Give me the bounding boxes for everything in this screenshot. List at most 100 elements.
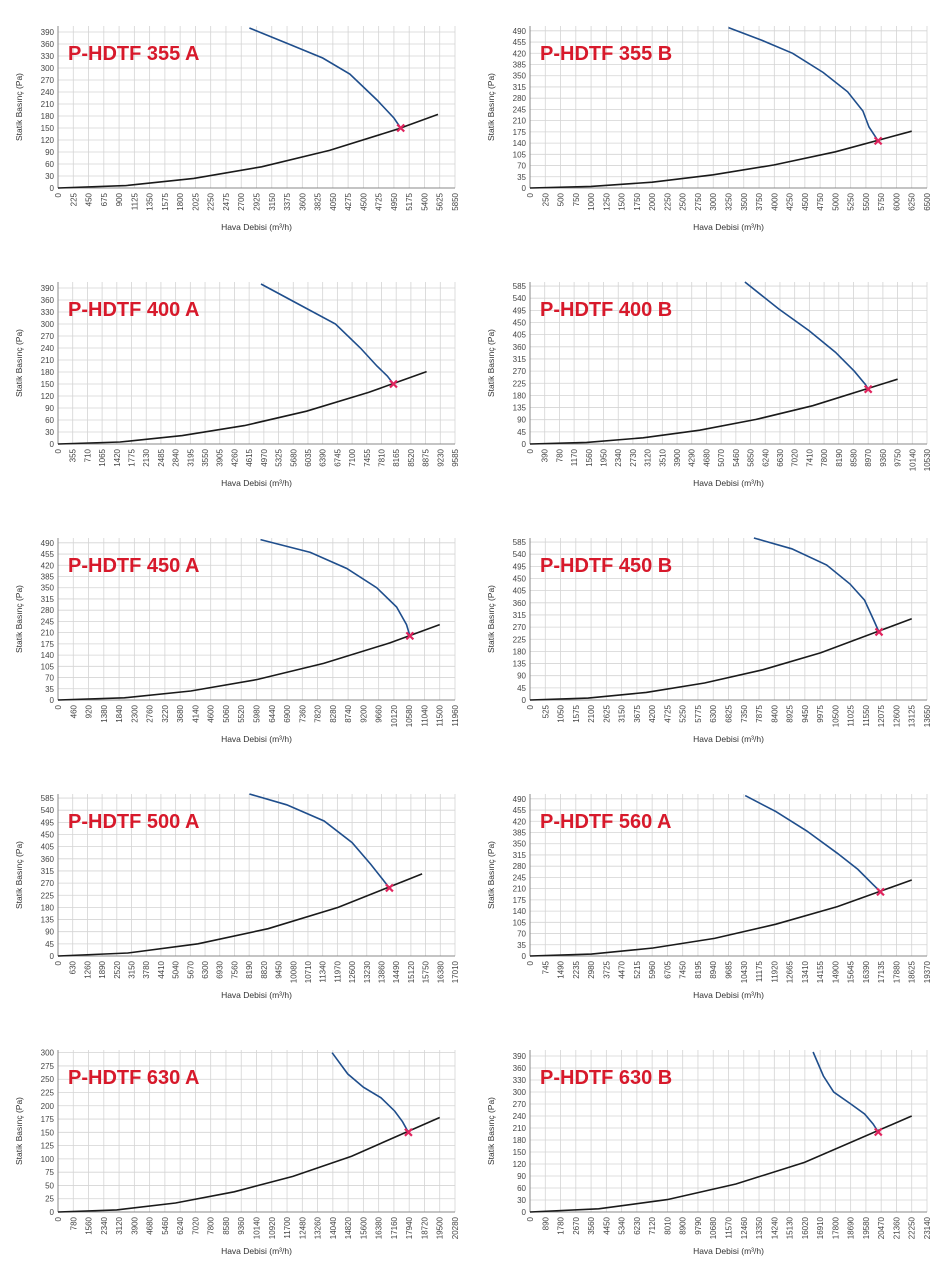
y-tick-label: 35 (517, 941, 526, 950)
x-tick-label: 14240 (770, 1216, 779, 1239)
y-tick-label: 490 (513, 795, 527, 804)
y-tick-label: 70 (517, 162, 526, 171)
x-tick-label: 10430 (740, 960, 749, 983)
y-axis-label: Statik Basınç (Pa) (14, 73, 24, 141)
chart-panel: 0 45 90 135 180 225 270 315 360 405 450 495 540 585 0 5… (486, 537, 932, 744)
x-tick-label: 8740 (344, 704, 353, 722)
y-tick-label: 225 (41, 1088, 55, 1097)
x-tick-label: 4050 (329, 192, 338, 210)
y-tick-label: 100 (41, 1155, 55, 1164)
x-axis-label: Hava Debisi (m³/h) (693, 734, 764, 744)
x-tick-label: 0 (54, 448, 63, 453)
x-tick-label: 16020 (801, 1216, 810, 1239)
x-tick-label: 1250 (602, 192, 611, 210)
x-tick-label: 12600 (348, 960, 357, 983)
x-tick-label: 2840 (172, 448, 181, 466)
operating-point (389, 379, 398, 389)
curve (260, 283, 395, 385)
y-tick-label: 270 (513, 623, 527, 632)
x-tick-label: 2250 (663, 192, 672, 210)
y-tick-label: 225 (41, 891, 55, 900)
operating-point (396, 123, 405, 133)
y-tick-label: 270 (41, 332, 55, 341)
x-tick-label: 2100 (587, 704, 596, 722)
chart-panel: 0 35 70 105 140 175 210 245 280 315 350 385 420 455 49… (486, 794, 932, 1000)
y-tick-label: 210 (513, 1124, 527, 1133)
x-tick-label: 5060 (222, 704, 231, 722)
curve (812, 1051, 879, 1133)
y-tick-label: 240 (41, 88, 55, 97)
y-tick-label: 150 (513, 1148, 527, 1157)
x-tick-label: 11960 (451, 704, 460, 726)
y-axis-label: Statik Basınç (Pa) (486, 1097, 496, 1165)
y-tick-label: 405 (513, 331, 527, 340)
y-tick-label: 330 (513, 1076, 527, 1085)
y-tick-label: 30 (517, 1196, 526, 1205)
x-tick-label: 3600 (298, 192, 307, 210)
x-tick-label: 780 (555, 448, 564, 462)
x-tick-label: 6000 (892, 192, 901, 210)
x-tick-label: 13125 (908, 704, 917, 727)
y-axis-label: Statik Basınç (Pa) (486, 585, 496, 653)
x-tick-label: 7450 (679, 960, 688, 978)
x-tick-label: 17135 (877, 960, 886, 983)
curve (744, 794, 882, 893)
x-tick-label: 745 (541, 960, 550, 974)
y-tick-label: 0 (50, 696, 55, 705)
curve (260, 538, 411, 637)
y-tick-label: 240 (513, 1112, 527, 1121)
chart-title: P-HDTF 630 B (540, 1067, 672, 1089)
x-tick-label: 17800 (831, 1216, 840, 1239)
x-tick-label: 4750 (816, 192, 825, 210)
x-tick-label: 1420 (113, 448, 122, 466)
y-tick-label: 300 (41, 1049, 55, 1058)
x-tick-label: 2700 (237, 192, 246, 210)
y-tick-label: 90 (517, 1172, 526, 1181)
x-tick-label: 5000 (831, 192, 840, 210)
x-tick-label: 23140 (923, 1216, 932, 1239)
y-axis-label: Statik Basınç (Pa) (14, 841, 24, 909)
x-tick-label: 5775 (694, 704, 703, 722)
x-tick-label: 4200 (648, 704, 657, 722)
x-tick-label: 4970 (260, 448, 269, 466)
curve (529, 617, 912, 701)
x-tick-label: 15750 (422, 960, 431, 983)
x-tick-label: 250 (541, 192, 550, 206)
y-tick-label: 270 (41, 879, 55, 888)
x-tick-label: 675 (100, 192, 109, 206)
x-tick-label: 7810 (377, 448, 386, 466)
y-tick-label: 490 (513, 27, 527, 36)
y-tick-label: 70 (517, 930, 526, 939)
x-tick-label: 2625 (602, 704, 611, 722)
y-tick-label: 420 (513, 817, 527, 826)
y-tick-label: 585 (513, 282, 527, 291)
x-tick-label: 9685 (725, 960, 734, 978)
y-tick-label: 250 (41, 1075, 55, 1084)
x-tick-label: 11500 (436, 704, 445, 726)
x-tick-label: 3000 (709, 192, 718, 210)
x-tick-label: 18625 (908, 960, 917, 983)
y-tick-label: 270 (513, 367, 527, 376)
y-tick-label: 280 (513, 94, 527, 103)
x-tick-label: 0 (526, 704, 535, 709)
x-tick-label: 21360 (892, 1216, 901, 1239)
x-tick-label: 390 (541, 448, 550, 462)
x-tick-label: 5670 (186, 960, 195, 978)
x-tick-label: 2925 (253, 192, 262, 210)
x-tick-label: 5680 (289, 448, 298, 466)
x-tick-label: 5340 (618, 1216, 627, 1234)
x-tick-label: 6230 (633, 1216, 642, 1234)
y-tick-label: 0 (522, 440, 527, 449)
y-tick-label: 0 (522, 184, 527, 193)
x-tick-label: 6825 (725, 704, 734, 722)
x-tick-label: 3900 (673, 448, 682, 466)
x-tick-label: 12460 (740, 1216, 749, 1239)
y-tick-label: 60 (517, 1184, 526, 1193)
y-tick-label: 60 (45, 160, 54, 169)
chart-title: P-HDTF 500 A (68, 811, 200, 833)
x-tick-label: 3780 (142, 960, 151, 978)
x-tick-label: 3900 (130, 1216, 139, 1234)
y-tick-label: 70 (45, 674, 54, 683)
x-tick-label: 20470 (877, 1216, 886, 1239)
x-tick-label: 4950 (390, 192, 399, 210)
